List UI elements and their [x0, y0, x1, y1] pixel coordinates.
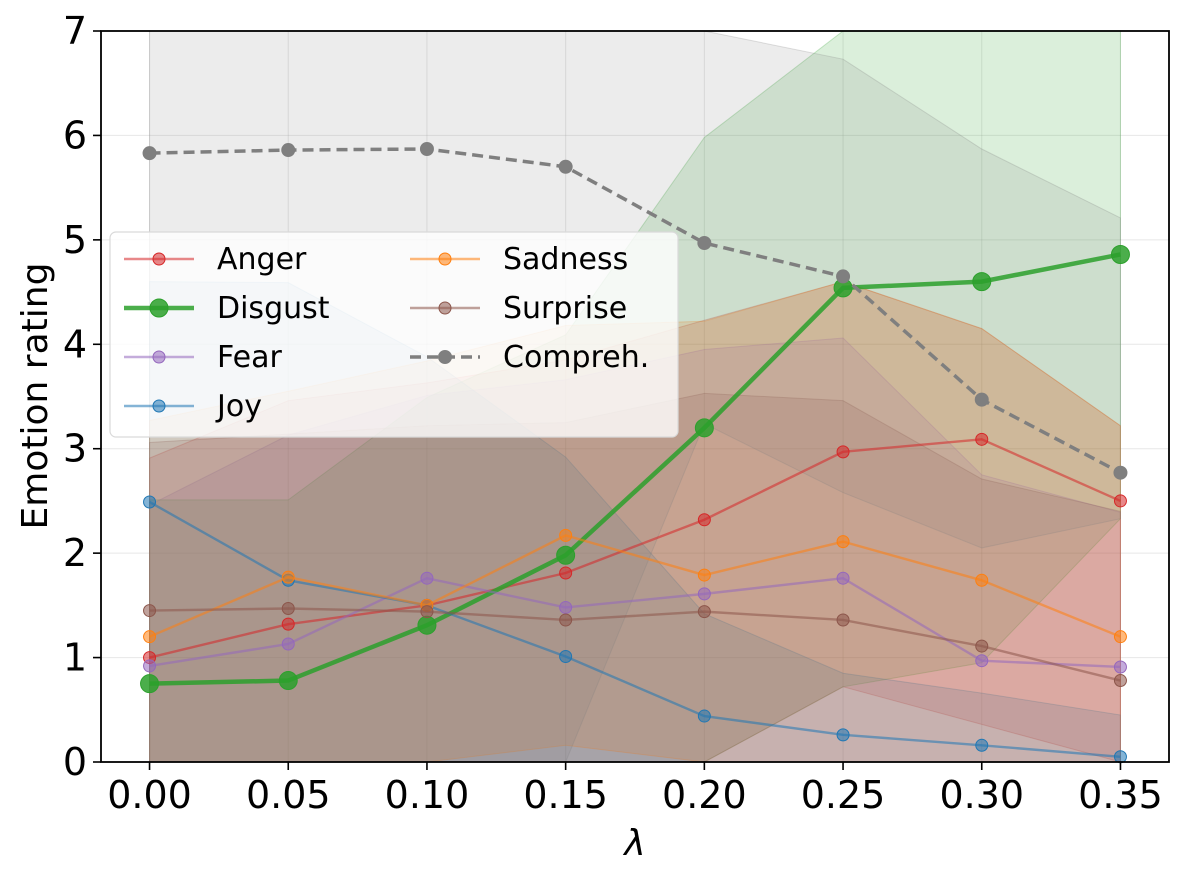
y-tick-label: 3	[63, 427, 87, 471]
point-surprise	[143, 604, 157, 618]
point-fear	[697, 587, 711, 601]
y-tick-label: 1	[63, 636, 87, 680]
point-fear	[1113, 660, 1127, 674]
point-sadness	[281, 570, 295, 584]
x-tick-label: 0.15	[523, 773, 608, 817]
point-fear	[420, 571, 434, 585]
legend-marker-sadness	[438, 252, 452, 266]
point-sadness	[836, 535, 850, 549]
y-axis-label: Emotion rating	[15, 263, 56, 530]
point-joy	[697, 709, 711, 723]
x-axis-label: λ	[622, 823, 645, 864]
x-tick-label: 0.25	[801, 773, 886, 817]
point-disgust	[278, 671, 298, 691]
point-joy	[975, 738, 989, 752]
point-compreh	[836, 269, 851, 284]
point-surprise	[420, 605, 434, 619]
point-anger	[281, 617, 295, 631]
point-anger	[836, 445, 850, 459]
point-disgust	[972, 272, 992, 292]
point-compreh	[142, 146, 157, 161]
point-compreh	[697, 235, 712, 250]
y-tick-label: 0	[63, 740, 87, 784]
series-line-compreh	[149, 147, 1122, 475]
point-fear	[281, 637, 295, 651]
point-surprise	[1113, 674, 1127, 688]
point-sadness	[143, 630, 157, 644]
point-joy	[836, 728, 850, 742]
legend-marker-joy	[152, 399, 166, 413]
series-lines	[140, 142, 1130, 764]
legend-label-surprise: Surprise	[503, 291, 627, 326]
point-sadness	[975, 573, 989, 587]
legend-label-compreh: Compreh.	[503, 340, 649, 375]
x-tick-label: 0.20	[662, 773, 747, 817]
point-fear	[559, 600, 573, 614]
point-surprise	[697, 605, 711, 619]
axis-ticks: 0.00 0.05 0.10 0.15 0.20 0.25 0.30 0.35 0 1 2 3 4 5 6 7	[63, 9, 1163, 817]
point-compreh	[1113, 465, 1128, 480]
series-line-surprise	[149, 607, 1121, 682]
x-tick-label: 0.30	[939, 773, 1024, 817]
x-tick-label: 0.10	[385, 773, 470, 817]
x-tick-label: 0.05	[246, 773, 331, 817]
legend-marker-compreh	[438, 350, 452, 364]
point-fear	[975, 654, 989, 668]
point-sadness	[697, 568, 711, 582]
point-sadness	[559, 528, 573, 542]
point-fear	[143, 659, 157, 673]
legend-box	[109, 231, 679, 438]
legend-label-fear: Fear	[217, 340, 282, 375]
point-surprise	[975, 639, 989, 653]
point-fear	[836, 571, 850, 585]
y-tick-label: 2	[63, 531, 87, 575]
point-compreh	[974, 392, 989, 407]
legend-marker-surprise	[438, 301, 452, 315]
series-line-fear	[149, 576, 1121, 669]
legend-marker-fear	[152, 350, 166, 364]
series-line-joy	[148, 500, 1121, 758]
point-disgust	[1110, 244, 1130, 264]
point-compreh	[419, 142, 434, 157]
point-anger	[697, 513, 711, 527]
x-tick-label: 0.00	[107, 773, 192, 817]
y-tick-label: 6	[63, 113, 87, 157]
point-compreh	[558, 159, 573, 174]
point-disgust	[140, 674, 160, 694]
point-anger	[1113, 494, 1127, 508]
series-line-anger	[149, 438, 1121, 659]
point-surprise	[559, 613, 573, 627]
plot-frame	[100, 30, 1170, 763]
series-line-disgust	[149, 252, 1121, 686]
point-compreh	[281, 143, 296, 158]
legend-label-anger: Anger	[217, 242, 307, 277]
series-line-sadness	[149, 534, 1121, 638]
y-tick-label: 7	[63, 9, 87, 53]
legend-marker-disgust	[149, 298, 169, 318]
legend-label-sadness: Sadness	[503, 242, 628, 277]
point-disgust	[417, 615, 437, 635]
point-surprise	[281, 601, 295, 615]
point-disgust	[694, 418, 714, 438]
point-joy	[1113, 750, 1127, 764]
legend-label-joy: Joy	[215, 389, 262, 424]
x-tick-label: 0.35	[1078, 773, 1163, 817]
point-surprise	[836, 613, 850, 627]
point-joy	[143, 495, 157, 509]
y-tick-label: 5	[63, 218, 87, 262]
legend: Anger Disgust Fear Joy Sadness Surprise Compre…	[109, 231, 679, 438]
point-anger	[559, 566, 573, 580]
y-tick-label: 4	[63, 322, 87, 366]
legend-label-disgust: Disgust	[217, 291, 330, 326]
point-anger	[975, 432, 989, 446]
point-joy	[559, 650, 573, 664]
legend-marker-anger	[152, 252, 166, 266]
point-disgust	[556, 545, 576, 565]
point-sadness	[1113, 630, 1127, 644]
